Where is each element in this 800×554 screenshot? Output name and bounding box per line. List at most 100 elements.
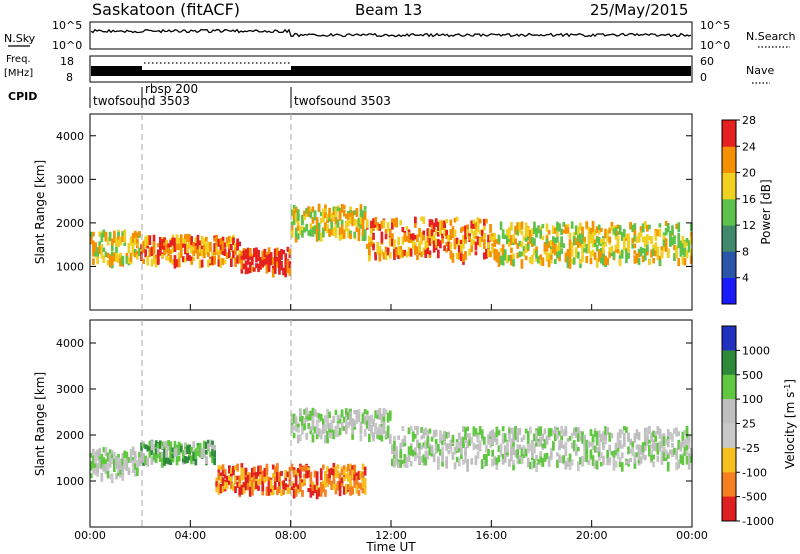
velocity-colorbar-tick-label: -100 xyxy=(742,466,767,479)
power-echo-cell xyxy=(556,250,559,259)
velocity-echo-cell xyxy=(359,426,363,435)
velocity-echo-cell xyxy=(503,447,507,457)
velocity-echo-cell xyxy=(127,467,131,473)
power-echo-cell xyxy=(136,250,139,255)
power-echo-cell xyxy=(426,236,430,243)
velocity-echo-cell xyxy=(219,475,223,483)
velocity-echo-cell xyxy=(115,455,118,463)
power-echo-cell xyxy=(591,232,595,242)
velocity-echo-cell xyxy=(248,472,252,482)
velocity-echo-cell xyxy=(311,487,315,496)
velocity-echo-cell xyxy=(96,449,99,457)
velocity-echo-cell xyxy=(633,460,637,469)
power-echo-cell xyxy=(232,237,235,246)
velocity-echo-cell xyxy=(244,477,248,485)
power-echo-cell xyxy=(363,211,367,221)
power-echo-cell xyxy=(301,230,304,238)
velocity-echo-cell xyxy=(110,457,114,464)
power-echo-cell xyxy=(493,253,497,261)
power-echo-cell xyxy=(345,223,348,232)
velocity-echo-cell xyxy=(251,480,254,488)
velocity-echo-cell xyxy=(334,473,338,478)
power-echo-cell xyxy=(355,219,359,226)
velocity-echo-cell xyxy=(296,484,300,492)
power-echo-cell xyxy=(683,240,687,249)
velocity-echo-cell xyxy=(591,441,595,450)
power-echo-cell xyxy=(618,225,622,235)
velocity-echo-cell xyxy=(518,459,522,464)
power-echo-cell xyxy=(591,240,595,248)
velocity-echo-cell xyxy=(516,449,520,459)
velocity-echo-cell xyxy=(395,457,398,466)
velocity-echo-cell xyxy=(259,466,262,472)
velocity-echo-cell xyxy=(161,457,164,468)
power-echo-cell xyxy=(106,252,110,259)
power-echo-cell xyxy=(512,253,515,260)
power-echo-cell xyxy=(94,242,97,253)
velocity-echo-cell xyxy=(146,445,150,452)
velocity-echo-cell xyxy=(117,462,120,470)
velocity-echo-cell xyxy=(681,437,685,448)
velocity-echo-cell xyxy=(391,459,394,466)
cpid-entry-3: twofsound 3503 xyxy=(294,94,391,108)
velocity-echo-cell xyxy=(522,434,526,441)
power-echo-cell xyxy=(213,256,216,265)
velocity-echo-cell xyxy=(347,484,350,491)
velocity-echo-cell xyxy=(357,410,361,418)
velocity-echo-cell xyxy=(388,434,392,444)
velocity-echo-cell xyxy=(503,455,507,463)
velocity-echo-cell xyxy=(679,454,683,464)
power-echo-cell xyxy=(531,228,534,234)
power-echo-cell xyxy=(493,232,497,241)
power-echo-cell xyxy=(376,249,380,255)
velocity-echo-cell xyxy=(340,409,344,418)
power-echo-band xyxy=(365,216,492,265)
power-echo-cell xyxy=(581,245,584,255)
power-echo-cell xyxy=(144,238,147,249)
velocity-echo-cell xyxy=(330,419,334,430)
power-echo-cell xyxy=(443,220,446,228)
velocity-echo-cell xyxy=(322,418,325,429)
power-echo-cell xyxy=(497,259,501,267)
velocity-echo-cell xyxy=(587,440,591,448)
power-echo-cell xyxy=(472,239,476,245)
power-echo-cell xyxy=(558,252,561,258)
power-echo-cell xyxy=(273,248,277,258)
power-echo-cell xyxy=(179,248,183,258)
power-echo-cell xyxy=(612,228,616,234)
power-echo-cell xyxy=(455,216,459,221)
power-echo-cell xyxy=(261,250,265,261)
power-echo-cell xyxy=(378,252,382,258)
power-echo-cell xyxy=(681,242,685,253)
velocity-echo-cell xyxy=(526,431,530,441)
power-echo-cell xyxy=(347,217,350,223)
velocity-echo-cell xyxy=(616,451,620,459)
velocity-echo-cell xyxy=(303,473,306,479)
power-echo-cell xyxy=(401,249,405,258)
power-echo-cell xyxy=(556,245,559,252)
power-echo-cell xyxy=(541,257,545,266)
power-echo-cell xyxy=(656,251,660,260)
velocity-echo-cell xyxy=(236,465,239,470)
power-echo-cell xyxy=(119,257,122,267)
power-colorbar-segment xyxy=(722,225,736,252)
power-echo-cell xyxy=(497,234,501,243)
power-echo-cell xyxy=(349,230,352,237)
velocity-echo-cell xyxy=(620,444,624,449)
power-echo-cell xyxy=(267,254,271,261)
power-echo-cell xyxy=(457,245,461,255)
power-echo-cell xyxy=(453,238,457,246)
velocity-echo-cell xyxy=(294,426,298,432)
power-echo-cell xyxy=(620,232,624,241)
power-echo-cell xyxy=(380,220,384,226)
velocity-echo-band xyxy=(215,462,367,500)
power-colorbar-tick-label: 4 xyxy=(742,272,749,285)
power-echo-cell xyxy=(646,244,649,252)
power-echo-cell xyxy=(683,257,687,266)
power-echo-band xyxy=(240,246,292,278)
power-echo-cell xyxy=(414,222,417,228)
velocity-echo-cell xyxy=(510,427,513,435)
velocity-echo-cell xyxy=(370,414,373,425)
velocity-echo-cell xyxy=(445,460,448,469)
